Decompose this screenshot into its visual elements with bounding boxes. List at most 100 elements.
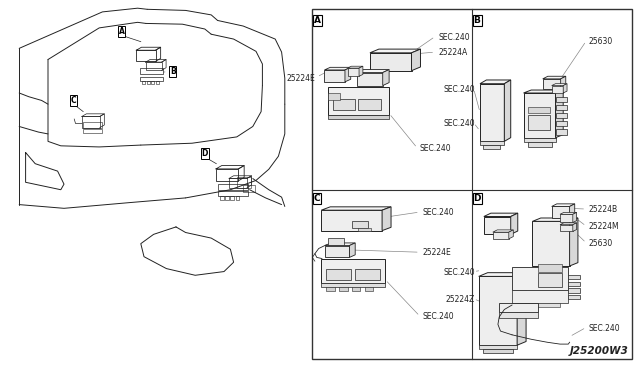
- Text: 25224Z: 25224Z: [445, 295, 475, 304]
- Bar: [328, 115, 389, 119]
- Text: SEC.240: SEC.240: [438, 33, 470, 42]
- Polygon shape: [560, 214, 573, 222]
- Bar: [358, 228, 371, 231]
- Polygon shape: [543, 76, 566, 79]
- Bar: [225, 196, 229, 200]
- Polygon shape: [479, 273, 526, 276]
- Bar: [528, 142, 552, 147]
- Bar: [528, 107, 550, 113]
- Bar: [326, 287, 335, 291]
- Polygon shape: [573, 223, 577, 231]
- Bar: [216, 169, 238, 181]
- Bar: [136, 50, 156, 61]
- Polygon shape: [560, 212, 577, 214]
- Text: A: A: [118, 27, 125, 36]
- Bar: [156, 81, 159, 84]
- Bar: [321, 259, 385, 283]
- Bar: [365, 287, 373, 291]
- Bar: [326, 269, 351, 280]
- Bar: [140, 77, 163, 81]
- Bar: [218, 184, 248, 190]
- Polygon shape: [561, 76, 566, 89]
- Bar: [236, 196, 239, 200]
- Bar: [538, 273, 562, 287]
- Polygon shape: [524, 90, 563, 93]
- Text: C: C: [71, 96, 76, 105]
- Text: 25630: 25630: [589, 239, 613, 248]
- Polygon shape: [560, 223, 577, 225]
- Bar: [528, 115, 550, 130]
- Polygon shape: [552, 86, 563, 93]
- Bar: [218, 191, 248, 196]
- Polygon shape: [480, 84, 504, 141]
- Text: 25224M: 25224M: [589, 222, 620, 231]
- Bar: [220, 196, 224, 200]
- Bar: [480, 141, 504, 145]
- Text: SEC.240: SEC.240: [419, 144, 451, 153]
- Bar: [328, 87, 389, 115]
- Polygon shape: [480, 80, 511, 84]
- Bar: [328, 93, 340, 100]
- Text: A: A: [314, 16, 321, 25]
- Bar: [83, 129, 102, 133]
- Text: SEC.240: SEC.240: [444, 85, 475, 94]
- Bar: [230, 196, 234, 200]
- Text: SEC.240: SEC.240: [444, 268, 475, 277]
- Polygon shape: [357, 73, 383, 86]
- Bar: [556, 121, 567, 126]
- Bar: [483, 349, 513, 353]
- Bar: [556, 97, 567, 102]
- Polygon shape: [532, 221, 570, 266]
- Text: SEC.240: SEC.240: [444, 119, 475, 128]
- Polygon shape: [570, 218, 578, 266]
- Bar: [512, 290, 568, 303]
- Polygon shape: [412, 49, 420, 71]
- Text: B: B: [170, 67, 175, 76]
- Bar: [355, 269, 380, 280]
- Bar: [82, 116, 100, 128]
- Bar: [568, 282, 580, 286]
- Polygon shape: [348, 66, 363, 68]
- Bar: [146, 62, 162, 70]
- Bar: [147, 81, 150, 84]
- Bar: [499, 303, 538, 312]
- Text: J25200W3: J25200W3: [570, 346, 628, 356]
- Polygon shape: [382, 207, 391, 231]
- Polygon shape: [509, 230, 513, 239]
- Text: SEC.240: SEC.240: [422, 208, 454, 217]
- Polygon shape: [532, 218, 578, 221]
- Bar: [243, 185, 255, 192]
- Bar: [568, 288, 580, 293]
- Bar: [333, 99, 355, 110]
- Text: 25224A: 25224A: [438, 48, 468, 57]
- Polygon shape: [563, 84, 567, 93]
- Bar: [499, 312, 538, 318]
- Polygon shape: [543, 79, 561, 89]
- Polygon shape: [570, 204, 575, 218]
- Bar: [142, 81, 145, 84]
- Bar: [538, 264, 562, 272]
- Polygon shape: [370, 49, 420, 53]
- Polygon shape: [321, 210, 382, 231]
- Polygon shape: [573, 212, 577, 222]
- Text: SEC.240: SEC.240: [422, 312, 454, 321]
- Bar: [151, 81, 154, 84]
- Polygon shape: [493, 230, 513, 232]
- Polygon shape: [552, 204, 575, 206]
- Bar: [352, 287, 360, 291]
- Text: D: D: [474, 194, 481, 203]
- Polygon shape: [552, 84, 567, 86]
- Bar: [237, 177, 251, 188]
- Polygon shape: [383, 70, 389, 86]
- Text: 25630: 25630: [589, 37, 613, 46]
- Text: B: B: [474, 16, 481, 25]
- Text: C: C: [314, 194, 320, 203]
- Polygon shape: [484, 213, 518, 217]
- Polygon shape: [324, 67, 351, 70]
- Bar: [556, 129, 567, 135]
- Bar: [328, 238, 344, 245]
- Bar: [312, 9, 632, 359]
- Bar: [568, 295, 580, 299]
- Bar: [352, 221, 368, 228]
- Bar: [83, 122, 102, 128]
